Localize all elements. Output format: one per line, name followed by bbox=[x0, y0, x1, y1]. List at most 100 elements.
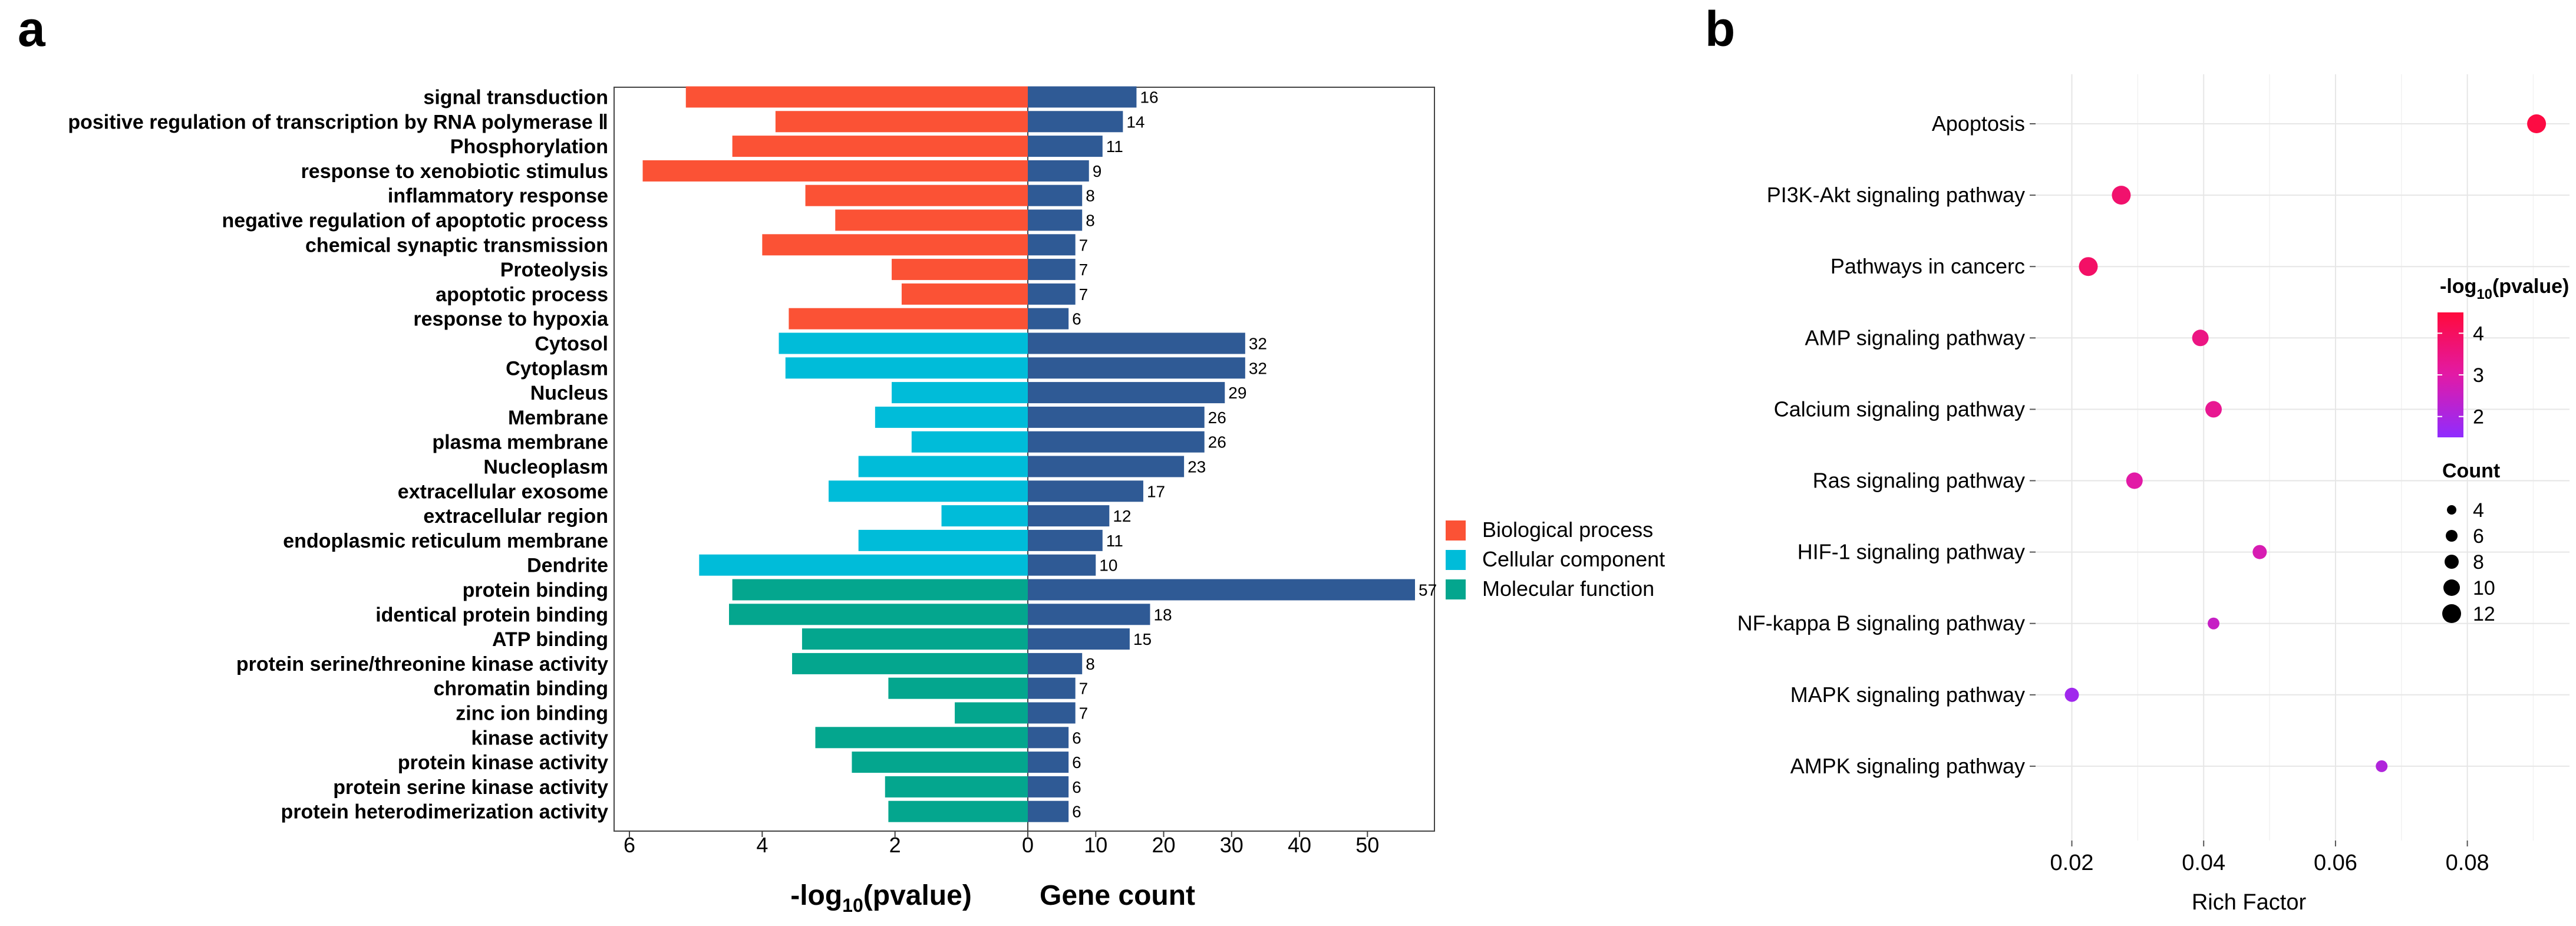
category-label-protein-heterodimerization-activity: protein heterodimerization activity bbox=[281, 801, 609, 823]
dot-pathways-in-cancerc bbox=[2079, 257, 2098, 276]
bar-gene-count-response-to-xenobiotic-stimulus bbox=[1028, 160, 1089, 182]
size-legend-dot-4 bbox=[2447, 505, 2456, 515]
count-label-protein-heterodimerization-activity: 6 bbox=[1072, 803, 1081, 821]
left-tick-label-2: 2 bbox=[889, 833, 901, 857]
dot-hif-1-signaling-pathway bbox=[2252, 545, 2267, 559]
count-label-protein-serine-kinase-activity: 6 bbox=[1072, 778, 1081, 796]
dot-calcium-signaling-pathway bbox=[2205, 401, 2222, 418]
count-label-response-to-xenobiotic-stimulus: 9 bbox=[1093, 162, 1102, 180]
category-label-protein-kinase-activity: protein kinase activity bbox=[398, 752, 608, 774]
category-label-cytosol: Cytosol bbox=[535, 333, 608, 355]
count-label-signal-transduction: 16 bbox=[1140, 88, 1158, 107]
pathway-label-mapk-signaling-pathway: MAPK signaling pathway bbox=[1790, 683, 2025, 707]
size-legend-label-6: 6 bbox=[2473, 525, 2484, 548]
category-label-chromatin-binding: chromatin binding bbox=[433, 678, 608, 700]
bar-pvalue-chromatin-binding bbox=[888, 677, 1028, 699]
category-label-membrane: Membrane bbox=[508, 407, 608, 429]
count-label-endoplasmic-reticulum-membrane: 11 bbox=[1106, 532, 1123, 550]
category-label-cytoplasm: Cytoplasm bbox=[506, 357, 608, 380]
x-axis-title: Rich Factor bbox=[2192, 890, 2307, 915]
bar-gene-count-protein-kinase-activity bbox=[1028, 752, 1069, 773]
size-legend-title: Count bbox=[2442, 460, 2500, 482]
bar-gene-count-protein-binding bbox=[1028, 579, 1415, 601]
count-label-zinc-ion-binding: 7 bbox=[1079, 704, 1089, 723]
bar-gene-count-dendrite bbox=[1028, 554, 1096, 576]
count-label-extracellular-region: 12 bbox=[1113, 507, 1131, 525]
dot-ras-signaling-pathway bbox=[2126, 472, 2143, 489]
bar-gene-count-cytoplasm bbox=[1028, 357, 1245, 379]
dot-mapk-signaling-pathway bbox=[2064, 687, 2079, 702]
category-label-kinase-activity: kinase activity bbox=[471, 727, 609, 749]
panel-a-label: a bbox=[18, 1, 46, 57]
bar-gene-count-inflammatory-response bbox=[1028, 184, 1083, 206]
count-label-nucleoplasm: 23 bbox=[1188, 458, 1206, 476]
panel-b-chart: Apoptosis PI3K-Akt signaling pathway Pathw… bbox=[1737, 74, 2570, 915]
count-label-kinase-activity: 6 bbox=[1072, 729, 1081, 747]
bar-pvalue-nucleus bbox=[892, 382, 1028, 404]
bar-gene-count-nucleus bbox=[1028, 382, 1225, 404]
bar-gene-count-extracellular-region bbox=[1028, 505, 1110, 527]
size-legend-label-8: 8 bbox=[2473, 551, 2484, 574]
category-label-response-to-xenobiotic-stimulus: response to xenobiotic stimulus bbox=[301, 160, 608, 183]
legend-swatch-cellular-component bbox=[1446, 550, 1466, 570]
bar-pvalue-negative-regulation-of-apoptotic-process bbox=[835, 209, 1028, 231]
pathway-label-apoptosis: Apoptosis bbox=[1932, 111, 2025, 136]
legend-label-molecular-function: Molecular function bbox=[1482, 576, 1654, 601]
bar-gene-count-signal-transduction bbox=[1028, 86, 1137, 108]
count-label-extracellular-exosome: 17 bbox=[1147, 482, 1165, 500]
category-label-apoptotic-process: apoptotic process bbox=[436, 284, 608, 306]
category-label-nucleus: Nucleus bbox=[530, 382, 608, 404]
size-legend-label-4: 4 bbox=[2473, 499, 2484, 522]
dot-apoptosis bbox=[2527, 114, 2547, 133]
bar-gene-count-protein-serine-kinase-activity bbox=[1028, 776, 1069, 798]
legend-swatch-biological-process bbox=[1446, 520, 1466, 541]
right-tick-label-40: 40 bbox=[1288, 833, 1311, 857]
category-label-dendrite: Dendrite bbox=[527, 555, 608, 577]
bar-pvalue-endoplasmic-reticulum-membrane bbox=[858, 529, 1028, 551]
category-label-zinc-ion-binding: zinc ion binding bbox=[456, 703, 608, 725]
dot-nf-kappa-b-signaling-pathway bbox=[2208, 617, 2219, 630]
bar-gene-count-phosphorylation bbox=[1028, 136, 1103, 157]
count-label-apoptotic-process: 7 bbox=[1079, 285, 1089, 304]
count-label-inflammatory-response: 8 bbox=[1086, 187, 1095, 205]
count-label-identical-protein-binding: 18 bbox=[1153, 605, 1172, 624]
pathway-label-hif-1-signaling-pathway: HIF-1 signaling pathway bbox=[1797, 540, 2025, 564]
bar-pvalue-chemical-synaptic-transmission bbox=[762, 234, 1028, 256]
bar-pvalue-kinase-activity bbox=[815, 727, 1028, 749]
count-label-chemical-synaptic-transmission: 7 bbox=[1079, 236, 1089, 254]
bar-gene-count-membrane bbox=[1028, 406, 1205, 428]
pathway-label-pi3k-akt-signaling-pathway: PI3K-Akt signaling pathway bbox=[1767, 183, 2025, 207]
bar-pvalue-phosphorylation bbox=[732, 136, 1028, 157]
size-legend-dot-10 bbox=[2443, 579, 2460, 596]
category-label-negative-regulation-of-apoptotic-process: negative regulation of apoptotic process bbox=[222, 210, 608, 232]
bar-pvalue-extracellular-exosome bbox=[829, 480, 1028, 502]
size-legend-dot-8 bbox=[2445, 555, 2459, 569]
category-label-positive-regulation-of-transcription-by-rna-polymerase: positive regulation of transcription by … bbox=[68, 111, 608, 133]
bar-pvalue-protein-heterodimerization-activity bbox=[888, 800, 1028, 822]
color-legend: -log10(pvalue) 4 3 2 bbox=[2438, 275, 2569, 437]
bar-gene-count-cytosol bbox=[1028, 332, 1245, 354]
bar-pvalue-nucleoplasm bbox=[858, 456, 1028, 477]
pathway-label-nf-kappa-b-signaling-pathway: NF-kappa B signaling pathway bbox=[1737, 611, 2025, 635]
bar-gene-count-kinase-activity bbox=[1028, 727, 1069, 749]
category-label-protein-serine-kinase-activity: protein serine kinase activity bbox=[333, 776, 608, 799]
bar-pvalue-proteolysis bbox=[892, 259, 1028, 281]
bar-gene-count-chemical-synaptic-transmission bbox=[1028, 234, 1076, 256]
count-label-protein-binding: 57 bbox=[1419, 581, 1437, 599]
bar-pvalue-zinc-ion-binding bbox=[955, 702, 1028, 724]
category-label-extracellular-region: extracellular region bbox=[423, 505, 608, 528]
category-label-protein-binding: protein binding bbox=[463, 579, 608, 602]
right-tick-label-30: 30 bbox=[1220, 833, 1244, 857]
x-tick-label-0.08: 0.08 bbox=[2446, 851, 2489, 875]
color-tick-label-3: 3 bbox=[2473, 364, 2484, 387]
count-label-protein-serine-threonine-kinase-activity: 8 bbox=[1086, 655, 1095, 673]
bar-gene-count-identical-protein-binding bbox=[1028, 604, 1150, 625]
bar-gene-count-protein-heterodimerization-activity bbox=[1028, 800, 1069, 822]
category-label-plasma-membrane: plasma membrane bbox=[432, 431, 608, 454]
count-label-positive-regulation-of-transcription-by-rna-polymerase: 14 bbox=[1126, 113, 1144, 131]
bar-pvalue-protein-binding bbox=[732, 579, 1028, 601]
panel-b-label: b bbox=[1705, 1, 1735, 57]
category-label-nucleoplasm: Nucleoplasm bbox=[483, 456, 608, 479]
